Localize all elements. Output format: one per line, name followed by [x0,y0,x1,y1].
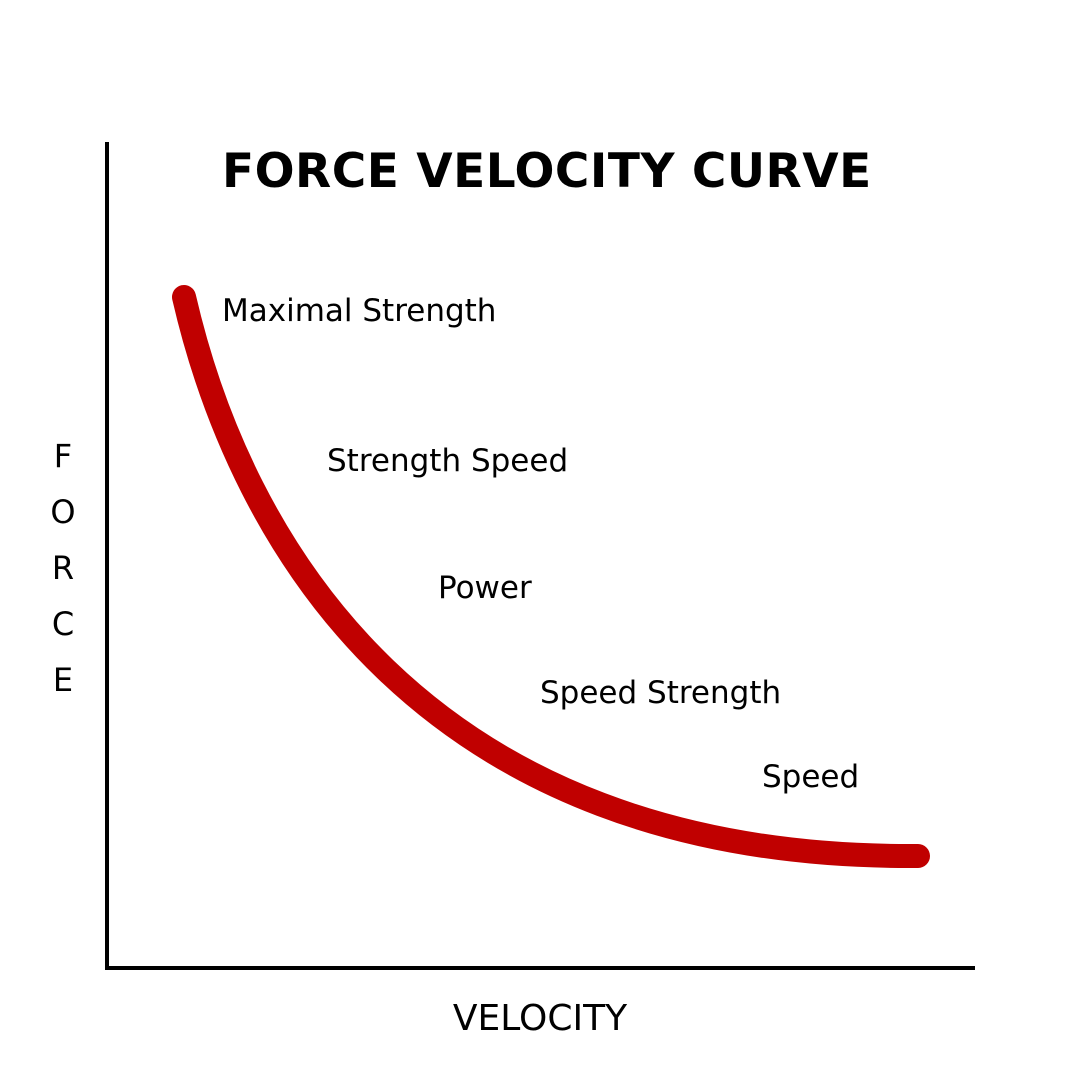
diagram-title: FORCE VELOCITY CURVE [222,144,872,199]
zone-label-speed: Speed [762,759,860,795]
zone-label-speed-strength: Speed Strength [540,675,782,711]
force-velocity-curve [172,285,930,869]
y-axis-label: F O R C E [50,437,76,699]
zone-label-strength-speed: Strength Speed [327,443,569,479]
x-axis-label: VELOCITY [452,998,628,1039]
zone-label-maximal-strength: Maximal Strength [222,293,497,329]
zone-label-power: Power [438,570,532,606]
